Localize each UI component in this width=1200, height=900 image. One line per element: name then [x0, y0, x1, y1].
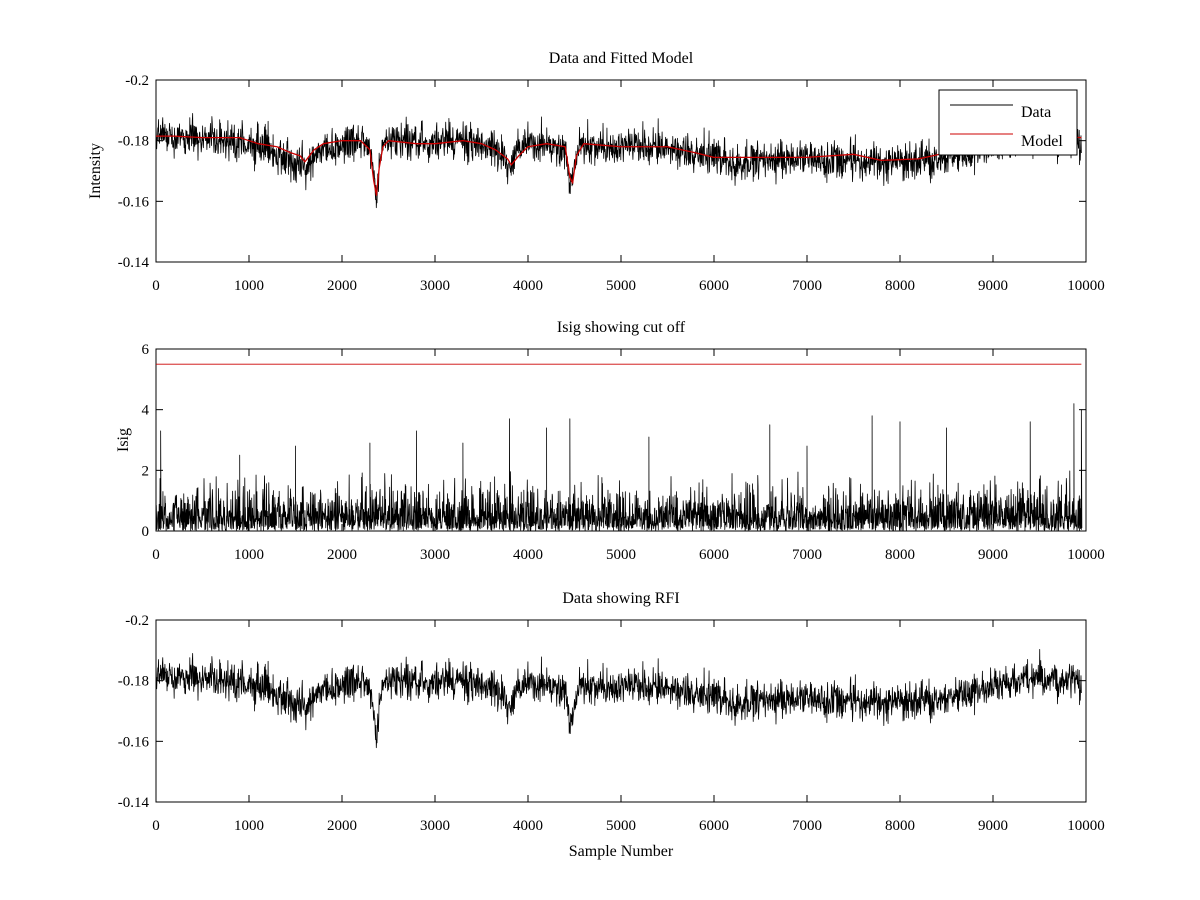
x-tick-label: 4000: [513, 278, 543, 294]
series-data-line: [155, 649, 1082, 749]
x-tick-label: 1000: [234, 547, 264, 563]
legend-data-label: Data: [1021, 104, 1051, 121]
x-tick-label: 4000: [513, 547, 543, 563]
axes-bottom: 0 1000 2000 3000 4000 5000 6000 7000 8000 9000 100…: [118, 590, 1105, 860]
x-tick-label: 5000: [606, 278, 636, 294]
x-tick-label: 6000: [699, 818, 729, 834]
x-tick-label: 10000: [1067, 278, 1105, 294]
x-tick-label: 8000: [885, 278, 915, 294]
y-tick-label: -0.18: [118, 134, 149, 150]
x-tick-label: 5000: [606, 818, 636, 834]
x-tick-label: 6000: [699, 278, 729, 294]
x-tick-label: 0: [152, 818, 160, 834]
axes-middle-plot: [155, 363, 1083, 532]
x-tick-label: 3000: [420, 818, 450, 834]
y-tick-label: -0.2: [125, 73, 149, 89]
y-tick-label: -0.16: [118, 734, 150, 750]
axes-middle-ticks: 0 1000 2000 3000 4000 5000 6000 7000 8000 9000 100…: [142, 342, 1105, 563]
x-tick-label: 2000: [327, 547, 357, 563]
axes-top-plot: [155, 109, 1082, 209]
x-tick-label: 5000: [606, 547, 636, 563]
x-tick-label: 0: [152, 278, 160, 294]
x-tick-label: 8000: [885, 818, 915, 834]
x-tick-label: 7000: [792, 278, 822, 294]
y-tick-label: 0: [142, 524, 150, 540]
y-tick-label: -0.18: [118, 674, 149, 690]
x-tick-label: 7000: [792, 818, 822, 834]
legend-box: [938, 89, 1078, 156]
x-tick-label: 0: [152, 547, 160, 563]
y-tick-label: 4: [142, 403, 150, 419]
series-data-line: [155, 109, 1082, 209]
y-tick-label: 6: [142, 342, 150, 358]
x-tick-label: 3000: [420, 278, 450, 294]
x-tick-label: 9000: [978, 818, 1008, 834]
axes-bottom-ticks: 0 1000 2000 3000 4000 5000 6000 7000 8000 9000 100…: [118, 613, 1105, 834]
x-tick-label: 6000: [699, 547, 729, 563]
legend: Data Model: [938, 89, 1078, 156]
axes-bottom-title: Data showing RFI: [562, 590, 679, 607]
axes-middle: 0 1000 2000 3000 4000 5000 6000 7000 8000 9000 100…: [115, 319, 1105, 563]
series-line-line: [155, 403, 1083, 532]
x-tick-label: 9000: [978, 278, 1008, 294]
x-tick-label: 7000: [792, 547, 822, 563]
axes-top-title: Data and Fitted Model: [549, 50, 694, 67]
series-model-line: [156, 135, 1082, 196]
x-tick-label: 10000: [1067, 547, 1105, 563]
x-tick-label: 8000: [885, 547, 915, 563]
y-tick-label: -0.14: [118, 795, 150, 811]
y-tick-label: -0.16: [118, 194, 150, 210]
legend-model-label: Model: [1021, 133, 1063, 150]
axes-top-ticks: 0 1000 2000 3000 4000 5000 6000 7000 8000 9000 100…: [118, 73, 1105, 294]
y-tick-label: 2: [142, 463, 150, 479]
axes-middle-ylabel: Isig: [115, 428, 132, 452]
x-tick-label: 9000: [978, 547, 1008, 563]
x-tick-label: 3000: [420, 547, 450, 563]
y-tick-label: -0.14: [118, 255, 150, 271]
axes-bottom-xlabel: Sample Number: [569, 843, 674, 860]
y-tick-label: -0.2: [125, 613, 149, 629]
axes-middle-title: Isig showing cut off: [557, 319, 686, 336]
axes-top-ylabel: Intensity: [87, 143, 104, 199]
axes-top: 0 1000 2000 3000 4000 5000 6000 7000 8000 9000 100…: [87, 50, 1105, 294]
x-tick-label: 1000: [234, 278, 264, 294]
x-tick-label: 1000: [234, 818, 264, 834]
x-tick-label: 2000: [327, 278, 357, 294]
x-tick-label: 4000: [513, 818, 543, 834]
x-tick-label: 2000: [327, 818, 357, 834]
axes-bottom-plot: [155, 649, 1082, 749]
x-tick-label: 10000: [1067, 818, 1105, 834]
